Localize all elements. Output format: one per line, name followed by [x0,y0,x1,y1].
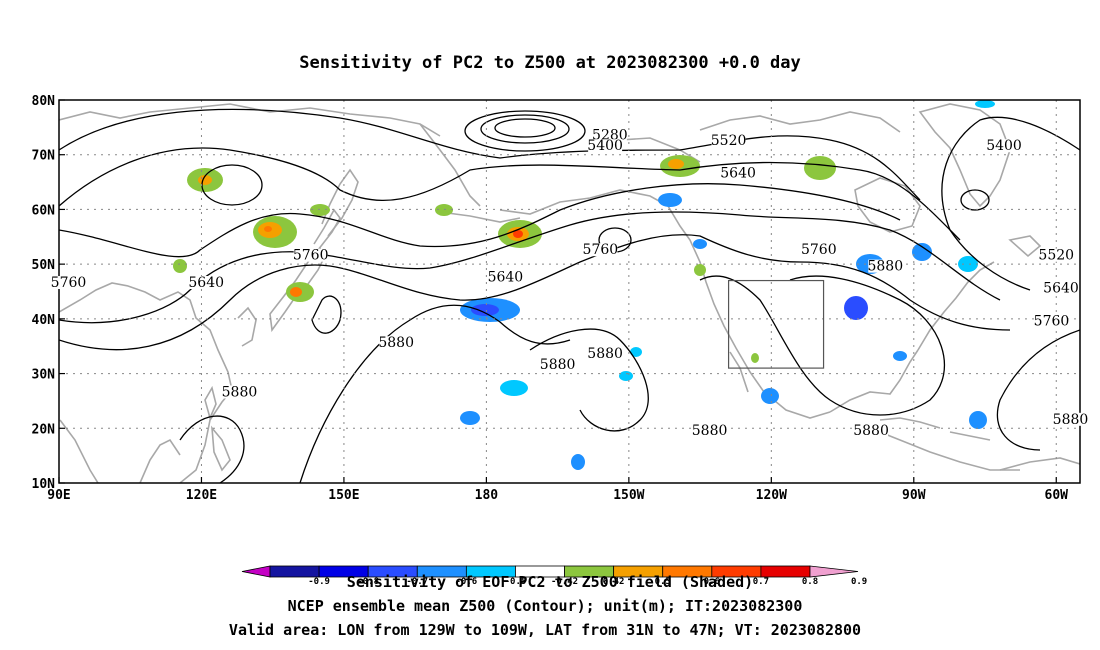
colorbar-swatch [760,565,811,578]
contour-label-bg [51,276,86,290]
figure-title: Sensitivity of PC2 to Z500 at 2023082300… [299,53,801,73]
sensitivity-shading [173,100,995,470]
contour-label: 5400 [986,138,1022,154]
contour-label-bg [1039,248,1074,262]
contour-label: 5640 [720,166,756,182]
colorbar-low-triangle [241,565,271,578]
lon-tick-label: 150W [613,488,644,503]
contour-label: 5760 [293,248,329,264]
contour-label: 5760 [583,242,619,258]
lon-tick-label: 120E [186,488,217,503]
contour-label: 5880 [222,384,258,400]
gridlines [59,100,1080,483]
lat-tick-label: 50N [32,258,56,273]
contour-label: 5760 [801,242,837,258]
map-frame [58,99,1081,484]
contour-label: 5520 [1038,248,1074,264]
contour-label-bg [293,248,328,262]
contour-label-bg [189,276,224,290]
contour-label-bg [1034,314,1069,328]
colorbar-tick-label: -0.9 [308,577,330,587]
contour-label: 5760 [1034,313,1070,329]
colorbar-tick-label: -0.5 [505,577,527,587]
contour-label: 5880 [1053,412,1089,428]
colorbar-tick-label: -0.8 [357,577,379,587]
contour-label: 5880 [692,423,728,439]
contour-label-bg [721,166,756,180]
lon-tick-label: 60W [1045,488,1069,503]
contour-label-bg [1053,412,1088,426]
lon-tick-label: 180 [475,488,499,503]
lat-tick-label: 70N [32,149,56,164]
colorbar-swatch [269,565,320,578]
contour-label: 5880 [540,357,576,373]
contour-label: 5400 [587,138,623,154]
colorbar-tick-label: 0.9 [851,577,867,587]
coastlines [59,103,1080,483]
contour-label-bg [868,259,903,273]
lon-tick-label: 90E [47,488,70,503]
lon-tick-label: 150E [328,488,359,503]
colorbar-tick-label: -0.7 [406,577,428,587]
contour-label-bg [488,270,523,284]
contour-label-bg [711,133,746,147]
lat-tick-label: 10N [32,477,56,492]
caption-shading: Sensitivity of EOF PC2 to Z500 field (Sh… [347,573,753,591]
contour-label: 5520 [711,133,747,149]
colorbar-tick-label: 0.7 [753,577,769,587]
lat-tick-label: 60N [32,203,56,218]
contour-label-bg [540,358,575,372]
colorbar-tick-label: -0.6 [456,577,478,587]
contour-label-bg [379,336,414,350]
colorbar-tick-label: 0.6 [704,577,720,587]
lon-tick-label: 120W [756,488,787,503]
lat-tick-label: 80N [32,94,56,109]
contour-label-bg [1044,281,1079,295]
colorbar-tick-label: -0.42 [551,577,578,587]
colorbar: -0.9 -0.8 -0.7 -0.6 -0.5 -0.42 0.42 0.5 0.6 0.7 0.… [241,565,867,587]
lat-tick-label: 20N [32,422,56,437]
captions: Sensitivity of EOF PC2 to Z500 field (Sh… [229,573,861,639]
colorbar-tick-label: 0.8 [802,577,818,587]
lat-tick-label: 30N [32,368,56,383]
colorbar-high-triangle [809,565,859,578]
contour-label: 5760 [51,275,87,291]
colorbar-tick-label: 0.5 [655,577,671,587]
contour-label-bg [854,423,889,437]
contour-label: 5880 [853,423,889,439]
lon-tick-label: 90W [902,488,926,503]
lat-tick-label: 40N [32,313,56,328]
contour-label: 5880 [378,335,414,351]
contour-label-bg [588,139,623,153]
contour-label: 5640 [1043,281,1079,297]
contour-label: 5640 [488,270,524,286]
contour-label-bg [692,423,727,437]
contour-label-bg [583,243,618,257]
contour-label-bg [592,128,627,142]
contour-label-bg [987,139,1022,153]
contour-label-bg [222,385,257,399]
caption-valid-area: Valid area: LON from 129W to 109W, LAT f… [229,621,861,639]
contour-label: 5880 [867,259,903,275]
contour-label: 5880 [587,346,623,362]
valid-area-box [727,279,825,369]
contour-label: 5640 [188,275,224,291]
contour-label-bg [801,243,836,257]
colorbar-tick-label: 0.42 [603,577,625,587]
caption-contour: NCEP ensemble mean Z500 (Contour); unit(… [288,597,803,615]
contour-label-bg [588,347,623,361]
